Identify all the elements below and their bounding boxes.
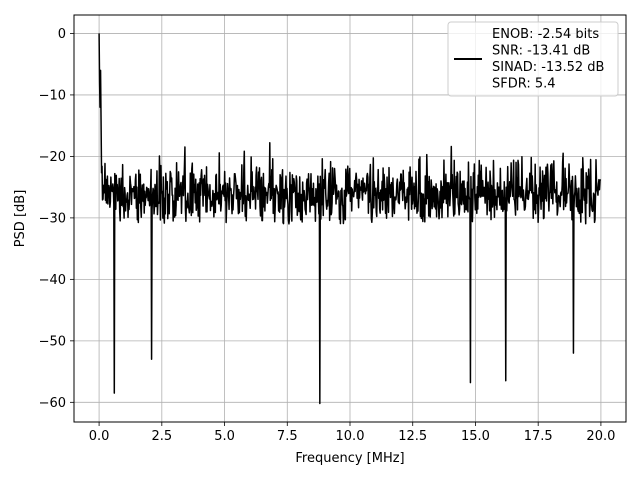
- legend: ENOB: -2.54 bits SNR: -13.41 dB SINAD: -13…: [447, 21, 619, 97]
- x-tick-label: 20.0: [586, 429, 615, 444]
- legend-text-line: ENOB: -2.54 bits: [492, 27, 599, 42]
- x-tick-label: 10.0: [336, 429, 365, 444]
- x-tick-label: 5.0: [214, 429, 235, 444]
- y-tick-label: −50: [39, 334, 66, 349]
- x-tick-label: 12.5: [398, 429, 427, 444]
- y-tick-label: −40: [39, 273, 66, 288]
- y-tick-label: −60: [39, 396, 66, 411]
- x-tick-label: 7.5: [277, 429, 298, 444]
- series-layer: [98, 33, 602, 405]
- legend-box: [447, 21, 619, 97]
- axis-ticks: 0.0 2.5 5.0 7.5 10.0 12.5 15.0 17.5 20.0 0 −10 −20 −…: [39, 27, 616, 444]
- x-tick-label: 2.5: [151, 429, 172, 444]
- grid-lines: [74, 15, 626, 422]
- x-tick-label: 0.0: [89, 429, 110, 444]
- y-tick-label: −20: [39, 150, 66, 165]
- y-tick-label: 0: [58, 27, 66, 42]
- x-tick-label: 17.5: [524, 429, 553, 444]
- y-tick-label: −10: [39, 88, 66, 103]
- legend-text-line: SINAD: -13.52 dB: [492, 60, 604, 75]
- legend-text-line: SNR: -13.41 dB: [492, 44, 590, 59]
- psd-series-line: [98, 33, 602, 405]
- legend-text-line: SFDR: 5.4: [492, 77, 556, 92]
- y-axis-label: PSD [dB]: [13, 190, 28, 248]
- x-axis-label: Frequency [MHz]: [295, 451, 404, 466]
- x-tick-label: 15.0: [461, 429, 490, 444]
- legend-entry-label: ENOB: -2.54 bits SNR: -13.41 dB SINAD: -13…: [492, 27, 604, 92]
- y-tick-label: −30: [39, 211, 66, 226]
